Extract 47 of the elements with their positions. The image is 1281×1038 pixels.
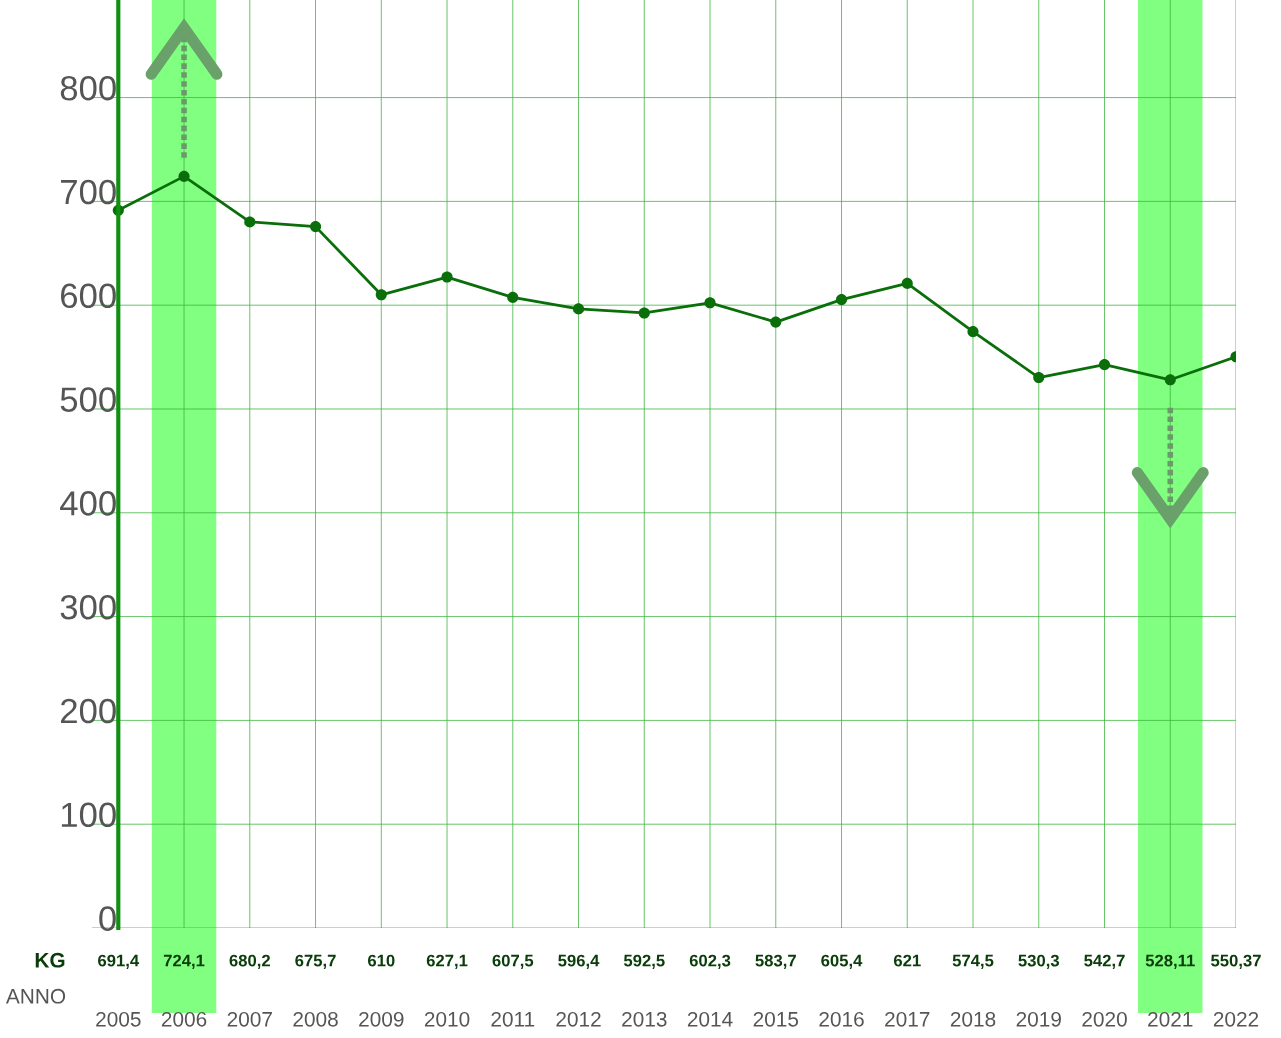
data-label: 542,7	[1084, 954, 1125, 969]
y-tick-label: 700	[61, 179, 116, 205]
data-label: 574,5	[952, 954, 994, 969]
data-label: 583,7	[755, 954, 796, 969]
x-tick-label: 2009	[359, 1011, 404, 1027]
data-label: 596,4	[558, 954, 600, 969]
x-tick-label: 2016	[819, 1011, 864, 1027]
x-tick-label: 2022	[1213, 1011, 1259, 1027]
data-label: 691,4	[98, 954, 140, 969]
y-tick-label: 400	[60, 491, 116, 516]
data-label: 607,5	[492, 954, 534, 969]
data-label: 605,4	[821, 954, 863, 969]
data-label: 530,3	[1018, 954, 1060, 969]
x-tick-label: 2021	[1148, 1011, 1193, 1027]
x-tick-label: 2005	[96, 1011, 141, 1027]
data-label: 680,2	[229, 954, 270, 969]
data-label: 724,1	[163, 954, 205, 969]
y-tick-label: 300	[60, 594, 116, 620]
data-label: 610	[367, 954, 395, 967]
data-label: 602,3	[689, 954, 731, 969]
x-tick-label: 2018	[950, 1011, 996, 1027]
data-label: 675,7	[295, 954, 336, 969]
data-label: 592,5	[623, 954, 665, 969]
x-tick-label: 2015	[753, 1011, 799, 1027]
data-label: 627,1	[426, 954, 468, 969]
x-tick-label: 2006	[161, 1011, 207, 1027]
x-tick-label: 2020	[1082, 1011, 1127, 1027]
data-label: 528,11	[1145, 954, 1195, 969]
x-tick-label: 2014	[687, 1011, 733, 1027]
x-tick-label: 2011	[491, 1011, 535, 1027]
data-label: 621	[893, 954, 921, 967]
y-tick-label: 100	[61, 802, 116, 828]
x-tick-label: 2012	[556, 1011, 601, 1027]
y-tick-label: 800	[60, 75, 116, 101]
y-tick-label: 500	[60, 387, 116, 412]
y-tick-label: 600	[61, 283, 116, 309]
x-tick-label: 2013	[622, 1011, 667, 1027]
y-axis-title: KG	[35, 952, 65, 968]
y-tick-label: 0	[99, 906, 116, 931]
x-tick-label: 2010	[424, 1011, 470, 1027]
x-tick-label: 2017	[885, 1011, 930, 1027]
data-label: 550,37	[1211, 954, 1261, 969]
x-tick-label: 2019	[1016, 1011, 1061, 1027]
x-tick-label: 2008	[293, 1011, 338, 1027]
x-tick-label: 2007	[227, 1011, 272, 1027]
x-axis-title: ANNO	[5, 988, 66, 1004]
y-tick-label: 200	[61, 698, 116, 724]
